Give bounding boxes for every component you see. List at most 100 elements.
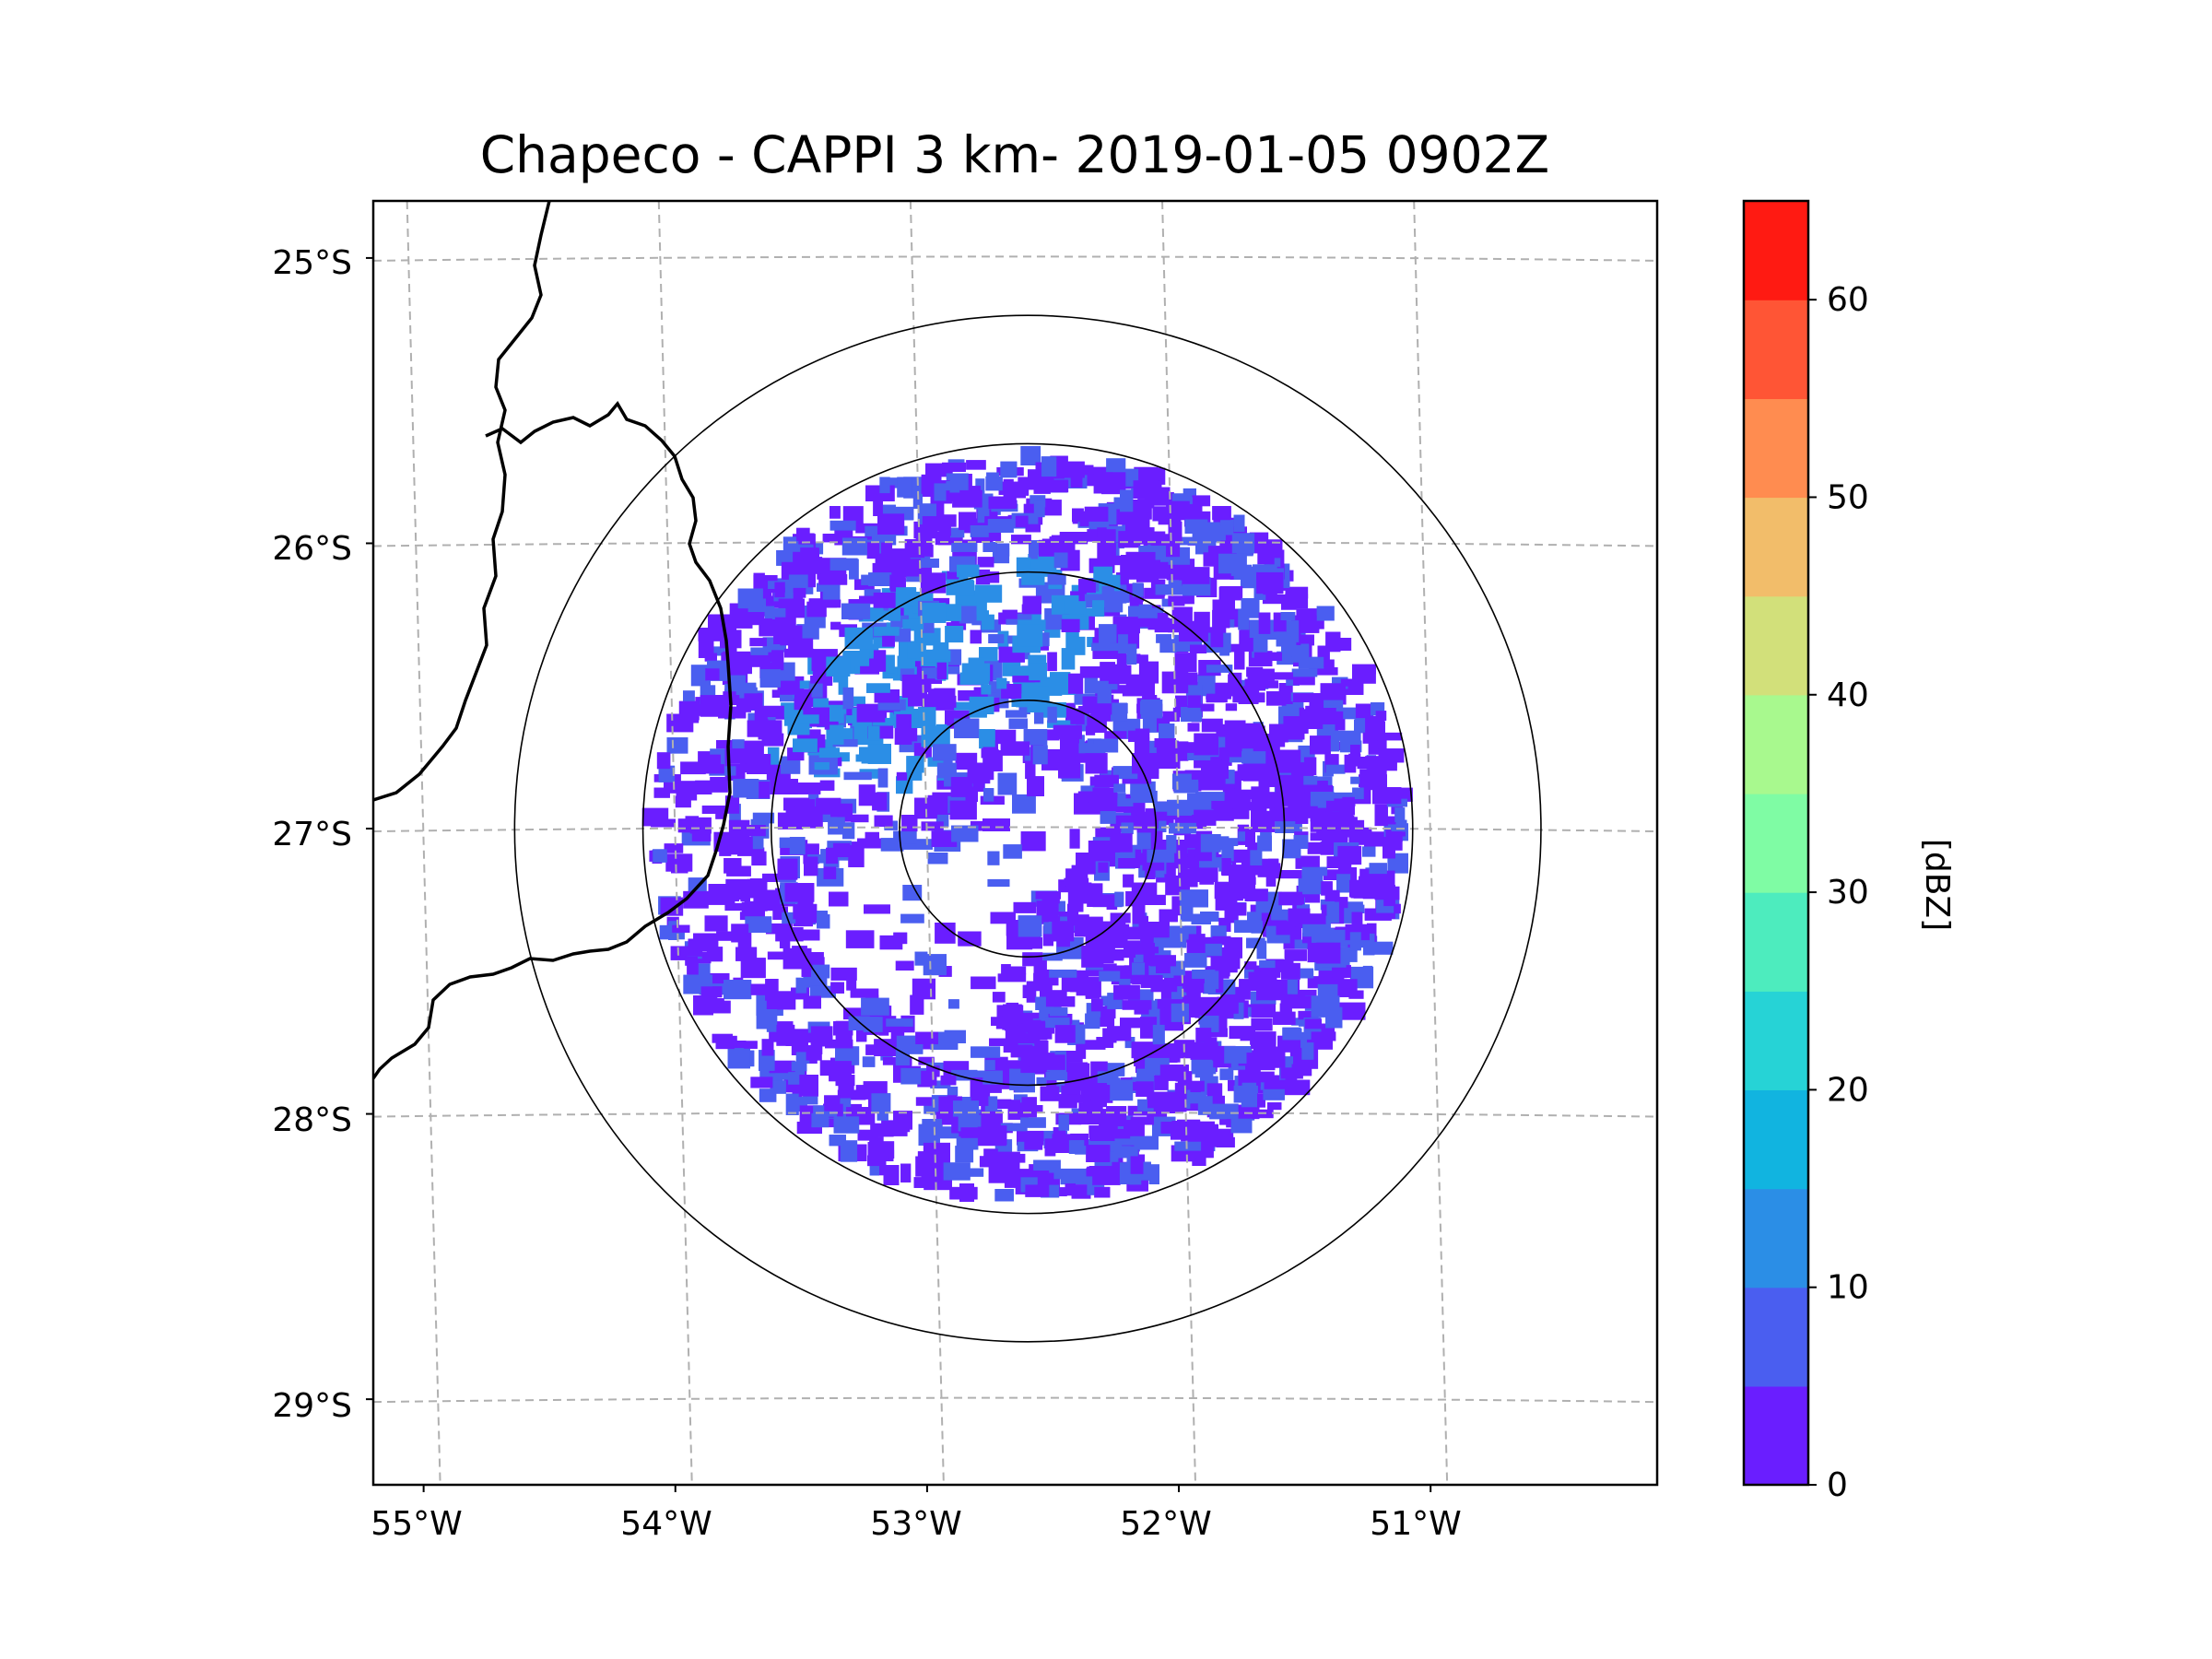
echo-cell [1101, 924, 1130, 934]
echo-cell [1113, 984, 1140, 1000]
echo-cell [1123, 874, 1135, 888]
echo-cell [788, 1072, 801, 1085]
echo-cell [1233, 514, 1245, 533]
lon-tick-label: 53°W [870, 1505, 961, 1543]
echo-cell [1085, 968, 1111, 977]
echo-cell [1187, 695, 1201, 708]
colorbar-segment [1744, 892, 1808, 992]
echo-cell [1049, 970, 1077, 978]
echo-cell [1142, 716, 1161, 733]
parallel-line [373, 255, 1657, 262]
echo-cell [1111, 702, 1128, 722]
echo-cell [1136, 828, 1156, 850]
echo-cell [1234, 649, 1245, 670]
echo-cell [1238, 1069, 1261, 1087]
echo-cell [837, 1089, 866, 1100]
echo-cell [1068, 673, 1084, 694]
echo-cell [957, 564, 980, 578]
echo-cell [1128, 625, 1140, 634]
echo-cell [856, 1027, 867, 1042]
echo-cell [1205, 943, 1222, 957]
echo-cell [1118, 632, 1128, 653]
echo-cell [939, 695, 957, 708]
echo-cell [1140, 700, 1163, 719]
echo-cell [832, 739, 858, 747]
echo-cell [695, 780, 712, 794]
echo-cell [1092, 600, 1105, 617]
echo-cell [1299, 634, 1314, 646]
echo-cell [688, 938, 712, 951]
echo-cell [651, 818, 676, 828]
echo-cell [1119, 979, 1131, 988]
echo-cell [759, 782, 771, 799]
echo-cell [685, 956, 698, 966]
echo-cell [759, 1088, 777, 1102]
echo-cell [1118, 858, 1140, 868]
echo-cell [1075, 1081, 1090, 1091]
echo-cell [1304, 1018, 1322, 1030]
echo-cell [915, 1097, 934, 1106]
echo-cell [724, 902, 749, 912]
echo-cell [870, 1123, 894, 1137]
echo-cell [1372, 732, 1403, 741]
echo-cell [1175, 1071, 1193, 1082]
echo-cell [1307, 711, 1324, 729]
echo-cell [1220, 897, 1238, 907]
echo-cell [1162, 711, 1180, 722]
colorbar-label: [dBZ] [1918, 839, 1956, 931]
echo-cell [1093, 566, 1113, 582]
echo-cell [794, 688, 812, 711]
echo-cell [1194, 1060, 1214, 1078]
echo-cell [879, 477, 890, 494]
echo-cell [896, 1122, 911, 1133]
echo-cell [749, 878, 768, 899]
echo-cell [1042, 479, 1069, 493]
echo-cell [1277, 1056, 1293, 1067]
echo-cell [1113, 783, 1126, 793]
echo-cell [966, 460, 986, 470]
echo-cell [740, 958, 766, 979]
echo-cell [1071, 1184, 1091, 1199]
meridian-line [657, 201, 693, 1485]
echo-cell [1317, 983, 1338, 996]
echo-cell [1369, 863, 1387, 875]
echo-cell [822, 590, 841, 601]
echo-cell [1269, 1046, 1286, 1068]
echo-cell [1079, 666, 1107, 678]
echo-cell [1025, 758, 1036, 780]
echo-cell [737, 847, 765, 856]
echo-cell [874, 627, 900, 636]
echo-cell [1058, 1114, 1069, 1131]
echo-cell [958, 931, 982, 947]
echo-cell [774, 617, 796, 636]
echo-cell [979, 647, 998, 662]
echo-cell [814, 762, 830, 771]
echo-cell [931, 830, 958, 847]
echo-cell [1091, 680, 1118, 690]
echo-cell [1264, 792, 1283, 807]
echo-cell [1044, 1138, 1056, 1157]
echo-cell [1201, 765, 1229, 779]
echo-cell [1244, 961, 1257, 971]
lat-tick-label: 29°S [272, 1387, 352, 1425]
echo-cell [795, 977, 807, 994]
echo-cell [1256, 571, 1284, 594]
echo-cell [830, 520, 856, 531]
echo-cell [1166, 500, 1190, 519]
echo-cell [1328, 638, 1352, 651]
colorbar-segment [1744, 300, 1808, 399]
echo-cell [1332, 965, 1351, 978]
echo-cell [1344, 754, 1357, 773]
echo-cell [1132, 962, 1146, 975]
echo-cell [1260, 971, 1272, 982]
echo-cell [1281, 599, 1297, 610]
echo-cell [1241, 598, 1260, 618]
echo-cell [699, 998, 724, 1012]
echo-cell [724, 748, 747, 764]
echo-cell [949, 800, 977, 820]
echo-cell [940, 1075, 957, 1086]
echo-cell [1065, 1183, 1076, 1196]
echo-cell [1368, 767, 1387, 778]
echo-cell [745, 612, 765, 624]
echo-cell [762, 873, 779, 882]
